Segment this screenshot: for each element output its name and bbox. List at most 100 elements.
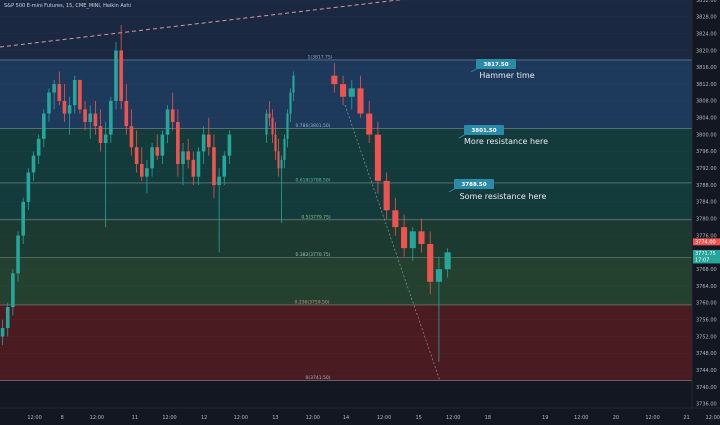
fib-label-0: 0(3741.50) — [306, 375, 331, 381]
price-tick: 3808.00 — [696, 99, 717, 105]
annotation-tag-bg — [476, 59, 516, 69]
candle-body — [265, 113, 268, 135]
candle-body — [340, 84, 347, 97]
candle-body — [62, 100, 67, 114]
annotation-tag-bg — [464, 125, 504, 135]
candle-body — [206, 134, 211, 148]
time-tick: 14 — [343, 415, 349, 421]
fib-zone-0.382 — [0, 257, 692, 305]
price-tick: 3788.00 — [696, 183, 717, 189]
time-axis[interactable]: 12:00 8 12:00 11 12:00 12 12:00 13 12:00 14 12:00 1… — [0, 407, 720, 421]
candle-body — [83, 109, 87, 122]
time-tick: 20 — [613, 415, 619, 421]
candle-body — [392, 210, 399, 228]
price-tick: 3744.00 — [696, 368, 717, 374]
price-tick: 3804.00 — [696, 116, 717, 122]
candle-body — [88, 113, 93, 122]
candle-body — [222, 155, 227, 177]
candle-body — [292, 75, 295, 93]
fib-label-0.786: 0.786(3801.50) — [295, 123, 330, 129]
zone-top — [0, 0, 692, 60]
price-axis-bg — [692, 0, 720, 425]
fib-label-0.618: 0.618(3788.50) — [295, 177, 330, 183]
price-tick: 3832.00 — [696, 0, 717, 4]
candle-body — [383, 180, 390, 211]
candle-body — [280, 159, 283, 169]
candles — [0, 25, 451, 362]
fib-label-0.5: 0.5(3779.75) — [301, 214, 331, 220]
candle-body — [145, 168, 149, 177]
time-tick: 15 — [415, 415, 421, 421]
annotation-tag: 3817.50 — [483, 62, 508, 68]
time-tick: 12:00 — [234, 415, 248, 421]
time-tick: 12:00 — [162, 415, 176, 421]
candle-body — [201, 134, 206, 152]
price-tick: 3760.00 — [696, 301, 717, 307]
candle-body — [286, 113, 289, 139]
fib-zone-0.786 — [0, 128, 692, 183]
price-axis[interactable]: 3832.00 3828.00 3824.00 3820.00 3816.00 3812.… — [691, 0, 720, 425]
fib-zone-0.5 — [0, 219, 692, 258]
price-tick: 3748.00 — [696, 351, 717, 357]
candle-body — [186, 151, 190, 160]
candle-body — [217, 176, 221, 186]
price-tick: 3752.00 — [696, 334, 717, 340]
price-tick: 3820.00 — [696, 48, 717, 54]
candle-body — [93, 113, 98, 127]
candle-body — [277, 151, 280, 169]
annotation-tag: 3788.50 — [461, 182, 486, 188]
candle-body — [271, 117, 274, 135]
candle-body — [42, 113, 46, 139]
fib-zones — [0, 0, 692, 381]
time-tick: 13 — [272, 415, 278, 421]
time-tick: 12:00 — [706, 415, 720, 421]
time-tick: 12:00 — [27, 415, 41, 421]
time-tick: 21 — [683, 415, 689, 421]
time-tick: 12:00 — [90, 415, 104, 421]
price-label-bg — [693, 249, 720, 257]
annotation-tag-bg — [454, 179, 494, 189]
candle-body — [227, 134, 232, 156]
candle-body — [289, 92, 292, 114]
candle-body — [196, 151, 201, 177]
price-tick: 3824.00 — [696, 31, 717, 37]
price-tick: 3764.00 — [696, 284, 717, 290]
fib-zone-0.236 — [0, 304, 692, 381]
price-tick: 3816.00 — [696, 65, 717, 71]
price-label: 3774.00 — [695, 240, 716, 246]
trend-lines[interactable] — [0, 0, 441, 382]
candle-body — [150, 147, 154, 169]
candle-body — [124, 100, 129, 127]
time-tick: 12:00 — [306, 415, 320, 421]
candle-body — [374, 134, 381, 181]
candle-body — [274, 134, 277, 152]
candle-body — [444, 252, 451, 270]
candle-body — [16, 235, 20, 274]
time-tick: 8 — [61, 415, 64, 421]
candle-body — [67, 105, 72, 114]
annotation-text: Some resistance here — [460, 192, 547, 201]
candle-body — [366, 113, 373, 135]
annotation-text: Hammer time — [479, 71, 534, 80]
candle-body — [139, 164, 144, 177]
candle-body — [181, 151, 185, 165]
candle-body — [331, 75, 338, 85]
fib-zone-0.618 — [0, 182, 692, 220]
candle-body — [21, 201, 26, 236]
candle-body — [155, 147, 160, 156]
price-tick: 3736.00 — [696, 402, 717, 408]
candle-body — [435, 269, 442, 282]
candle-body — [283, 138, 286, 160]
candle-body — [427, 243, 434, 282]
time-tick: 19 — [542, 415, 548, 421]
annotation-tag: 3801.50 — [471, 128, 496, 134]
candle-body — [103, 134, 108, 144]
price-tick: 3756.00 — [696, 317, 717, 323]
candle-body — [160, 134, 165, 156]
candle-body — [165, 109, 170, 135]
annotations[interactable]: 3817.50 Hammer time 3801.50 More resistance… — [448, 59, 548, 201]
candle-body — [114, 50, 118, 101]
candle-body — [119, 50, 123, 101]
price-tick: 3740.00 — [696, 385, 717, 391]
